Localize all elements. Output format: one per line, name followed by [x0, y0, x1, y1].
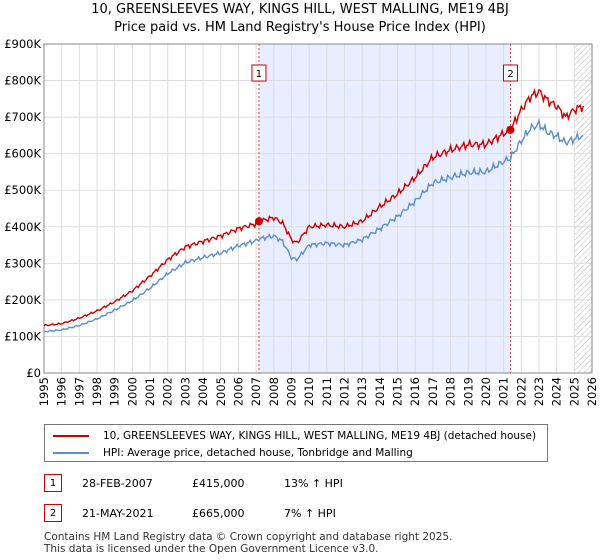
- footer-licence: This data is licensed under the Open Gov…: [44, 543, 379, 555]
- legend-label-property: 10, GREENSLEEVES WAY, KINGS HILL, WEST M…: [103, 430, 537, 442]
- hpi-line: [43, 117, 584, 333]
- x-tick-label: 2013: [355, 377, 369, 406]
- y-tick-label: £500K: [4, 183, 41, 197]
- transaction-price: £665,000: [192, 506, 245, 520]
- transaction-row: 2 21-MAY-2021 £665,000 7% ↑ HPI: [44, 502, 404, 524]
- x-tick-label: 2025: [567, 377, 581, 406]
- x-tick-label: 2016: [408, 377, 422, 406]
- legend-item-hpi: HPI: Average price, detached house, Tonb…: [53, 445, 413, 461]
- transaction-hpi: 7% ↑ HPI: [284, 506, 336, 520]
- x-tick-label: 2023: [532, 377, 546, 406]
- sale-number-label: 2: [507, 69, 513, 80]
- chart-subtitle: Price paid vs. HM Land Registry's House …: [114, 20, 486, 35]
- x-tick-label: 2002: [161, 377, 175, 406]
- x-tick-label: 2000: [125, 377, 139, 406]
- transaction-hpi: 13% ↑ HPI: [284, 476, 343, 490]
- x-tick-label: 2024: [550, 377, 564, 406]
- sale-number-label: 1: [256, 69, 262, 80]
- x-tick-label: 2015: [391, 377, 405, 406]
- x-tick-label: 1997: [72, 377, 86, 406]
- price-chart: £0 £100K £200K £300K £400K £500K £600K £700K £80…: [4, 37, 599, 406]
- transaction-number: 1: [44, 474, 62, 492]
- x-tick-label: 2019: [461, 377, 475, 406]
- transaction-row: 1 28-FEB-2007 £415,000 13% ↑ HPI: [44, 472, 404, 494]
- plot-frame: [43, 43, 593, 374]
- sale-point: [254, 217, 263, 226]
- x-tick-label: 1999: [108, 377, 122, 406]
- legend-item-property: 10, GREENSLEEVES WAY, KINGS HILL, WEST M…: [53, 428, 536, 444]
- y-tick-label: £900K: [4, 37, 41, 51]
- chart-title: 10, GREENSLEEVES WAY, KINGS HILL, WEST M…: [91, 2, 509, 17]
- legend-swatch-hpi: [53, 452, 89, 454]
- x-tick-label: 2020: [479, 377, 493, 406]
- x-tick-label: 2026: [585, 377, 599, 406]
- y-tick-label: £800K: [4, 74, 41, 88]
- transaction-price: £415,000: [192, 476, 245, 490]
- legend-swatch-property: [53, 435, 89, 437]
- forecast-hatch: [574, 44, 592, 373]
- x-tick-label: 1995: [37, 377, 51, 406]
- x-tick-label: 2014: [373, 377, 387, 406]
- x-tick-label: 2021: [497, 377, 511, 406]
- sale-point: [506, 125, 515, 134]
- y-tick-label: £600K: [4, 147, 41, 161]
- y-tick-label: £200K: [4, 293, 41, 307]
- footer-copyright: Contains HM Land Registry data © Crown c…: [44, 531, 453, 543]
- y-tick-label: £100K: [4, 329, 41, 343]
- y-tick-label: £300K: [4, 256, 41, 270]
- x-tick-label: 2017: [426, 377, 440, 406]
- y-tick-label: £400K: [4, 220, 41, 234]
- x-tick-label: 2001: [143, 377, 157, 406]
- y-tick-label: £700K: [4, 110, 41, 124]
- transaction-date: 28-FEB-2007: [82, 476, 153, 490]
- x-tick-label: 2006: [231, 377, 245, 406]
- y-tick-label: £0: [26, 366, 41, 380]
- x-tick-label: 1998: [90, 377, 104, 406]
- x-tick-label: 2011: [320, 377, 334, 406]
- shaded-ownership-range: [258, 44, 511, 373]
- x-tick-label: 1996: [55, 377, 69, 406]
- x-tick-label: 2005: [214, 377, 228, 406]
- x-tick-label: 2010: [302, 377, 316, 406]
- transaction-date: 21-MAY-2021: [82, 506, 154, 520]
- x-tick-label: 2018: [444, 377, 458, 406]
- sale-number-box: [503, 64, 519, 82]
- x-tick-label: 2008: [267, 377, 281, 406]
- x-tick-label: 2004: [196, 377, 210, 406]
- transaction-number: 2: [44, 504, 62, 522]
- x-tick-label: 2012: [338, 377, 352, 406]
- x-tick-label: 2022: [514, 377, 528, 406]
- x-tick-label: 2009: [284, 377, 298, 406]
- legend: 10, GREENSLEEVES WAY, KINGS HILL, WEST M…: [44, 424, 548, 462]
- legend-label-hpi: HPI: Average price, detached house, Tonb…: [103, 447, 413, 459]
- x-tick-label: 2003: [178, 377, 192, 406]
- x-tick-label: 2007: [249, 377, 263, 406]
- sale-number-box: [251, 64, 267, 82]
- property-price-line: [43, 88, 584, 327]
